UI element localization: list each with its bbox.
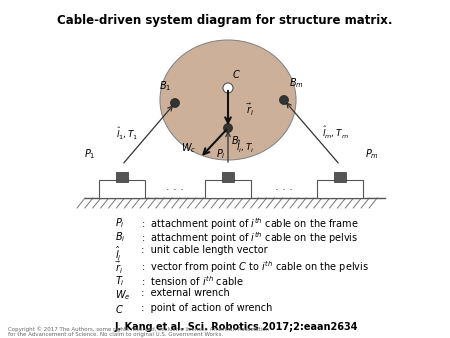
Text: $C$: $C$ bbox=[115, 303, 124, 315]
Text: :  unit cable length vector: : unit cable length vector bbox=[138, 245, 268, 255]
Text: $\hat{l}_i, T_i$: $\hat{l}_i, T_i$ bbox=[236, 139, 254, 154]
Text: :  point of action of wrench: : point of action of wrench bbox=[138, 303, 272, 313]
Text: . . .: . . . bbox=[275, 182, 293, 192]
Text: $B_i$: $B_i$ bbox=[115, 231, 126, 244]
Circle shape bbox=[279, 96, 288, 104]
Text: $T_i$: $T_i$ bbox=[115, 274, 125, 288]
Ellipse shape bbox=[160, 40, 296, 160]
Text: Copyright © 2017 The Authors, some rights reserved, exclusive licensee American : Copyright © 2017 The Authors, some right… bbox=[8, 326, 269, 337]
Text: $P_1$: $P_1$ bbox=[84, 147, 95, 161]
Bar bbox=[334, 172, 346, 182]
Text: :  vector from point $C$ to $i^{th}$ cable on the pelvis: : vector from point $C$ to $i^{th}$ cabl… bbox=[138, 260, 369, 275]
Circle shape bbox=[171, 98, 180, 107]
Text: :  tension of $i^{th}$ cable: : tension of $i^{th}$ cable bbox=[138, 274, 244, 288]
Text: $\hat{l}_m, T_m$: $\hat{l}_m, T_m$ bbox=[322, 124, 349, 141]
Text: $P_m$: $P_m$ bbox=[365, 147, 379, 161]
Bar bbox=[205, 180, 251, 198]
Text: $P_i$: $P_i$ bbox=[115, 216, 125, 230]
Text: J. Kang et al. Sci. Robotics 2017;2:eaan2634: J. Kang et al. Sci. Robotics 2017;2:eaan… bbox=[115, 321, 359, 332]
Text: $B_i$: $B_i$ bbox=[231, 134, 242, 148]
Circle shape bbox=[223, 83, 233, 93]
Bar bbox=[116, 172, 128, 182]
Text: $W_e$: $W_e$ bbox=[115, 289, 130, 302]
Text: $W_c$: $W_c$ bbox=[181, 141, 196, 155]
Text: $\vec{r}_i$: $\vec{r}_i$ bbox=[246, 102, 254, 118]
Text: . . .: . . . bbox=[166, 182, 184, 192]
Bar bbox=[317, 180, 363, 198]
Text: :  attachment point of $i^{th}$ cable on the pelvis: : attachment point of $i^{th}$ cable on … bbox=[138, 231, 358, 246]
Bar bbox=[99, 180, 145, 198]
Text: $P_i$: $P_i$ bbox=[216, 147, 226, 161]
Text: Cable-driven system diagram for structure matrix.: Cable-driven system diagram for structur… bbox=[57, 14, 393, 27]
Text: $\hat{l}_i$: $\hat{l}_i$ bbox=[115, 245, 122, 263]
Text: :  external wrench: : external wrench bbox=[138, 289, 230, 298]
Text: $\vec{r}_i$: $\vec{r}_i$ bbox=[115, 260, 123, 276]
Circle shape bbox=[224, 123, 233, 132]
Bar bbox=[222, 172, 234, 182]
Text: $C$: $C$ bbox=[232, 68, 241, 80]
Text: $B_1$: $B_1$ bbox=[159, 79, 171, 93]
Text: $\hat{l}_1, T_1$: $\hat{l}_1, T_1$ bbox=[116, 126, 139, 142]
Text: :  attachment point of $i^{th}$ cable on the frame: : attachment point of $i^{th}$ cable on … bbox=[138, 216, 359, 232]
Text: $B_m$: $B_m$ bbox=[289, 76, 304, 90]
